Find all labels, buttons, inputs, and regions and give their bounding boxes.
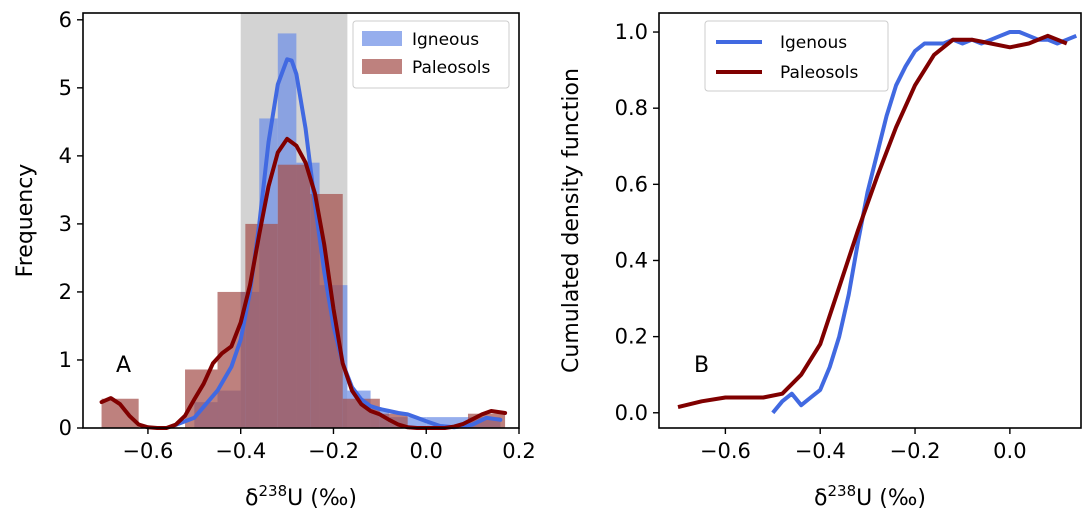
panel-b-y-axis-label: Cumulated density function (559, 68, 584, 373)
panel-b-legend-label-igenous: Igenous (780, 33, 847, 53)
panel-a-y-tick-label: 0 (59, 416, 72, 440)
panel-a-paleosol-bar (277, 164, 311, 428)
panel-b-x-axis-label-superscript: 238 (828, 482, 857, 500)
panel-b-paleosols-line (677, 33, 1068, 410)
panel-b-x-tick-label: −0.4 (795, 439, 846, 463)
panel-a: −0.6 −0.4 −0.2 0.0 0.2 0 1 2 3 4 5 6 A Frequency δ2… (13, 8, 536, 511)
panel-b-x-axis-label: δ238U (‰) (814, 482, 926, 511)
panel-b-axes: −0.6 −0.4 −0.2 0.0 0.0 0.2 0.4 0.6 0.8 1.0 (615, 12, 1082, 463)
panel-a-x-tick-label: −0.2 (308, 439, 359, 463)
panel-a-legend-swatch-paleosols (362, 59, 402, 74)
panel-a-y-tick-label: 2 (59, 280, 72, 304)
panel-a-y-tick-label: 6 (59, 8, 72, 32)
panel-b-label: B (694, 353, 709, 378)
panel-a-x-tick-label: 0.2 (502, 439, 535, 463)
panel-b-x-tick-label: −0.6 (700, 439, 751, 463)
panel-a-y-tick-label: 5 (59, 76, 72, 100)
panel-a-plot-area (99, 13, 508, 430)
panel-a-x-axis-label-suffix: U (‰) (287, 486, 357, 511)
panel-b-igenous-line (771, 30, 1078, 415)
panel-a-y-tick-label: 1 (59, 348, 72, 372)
panel-a-label: A (116, 353, 131, 378)
panel-b-frame (658, 12, 1082, 429)
panel-b-y-tick-label: 0.6 (615, 172, 648, 196)
panel-a-paleosol-bar (310, 193, 343, 428)
panel-a-x-tick-label: 0.0 (410, 439, 443, 463)
panel-b-y-tick-label: 0.4 (615, 248, 648, 272)
panel-a-legend: Igneous Paleosols (352, 20, 510, 89)
panel-b-plot-area (677, 30, 1078, 415)
panel-a-x-tick-label: −0.4 (215, 439, 266, 463)
panel-a-x-tick-label: −0.6 (122, 439, 173, 463)
panel-a-y-axis-label: Frequency (13, 164, 38, 278)
panel-a-legend-swatch-igneous (362, 31, 402, 46)
panel-b-x-axis-label-prefix: δ (814, 486, 827, 511)
panel-b-y-tick-label: 0.2 (615, 325, 648, 349)
panel-a-legend-label-paleosols: Paleosols (412, 58, 490, 78)
panel-b-y-tick-label: 0.8 (615, 96, 648, 120)
panel-b-x-tick-label: −0.2 (890, 439, 941, 463)
panel-b-x-tick-label: 0.0 (993, 439, 1026, 463)
panel-a-x-axis-label: δ238U (‰) (245, 482, 357, 511)
panel-a-x-axis-label-prefix: δ (245, 486, 258, 511)
panel-b-legend-label-paleosols: Paleosols (780, 63, 858, 83)
panel-b: −0.6 −0.4 −0.2 0.0 0.0 0.2 0.4 0.6 0.8 1.0 B Cumu… (559, 12, 1082, 511)
panel-a-x-axis-label-superscript: 238 (259, 482, 288, 500)
panel-a-paleosol-bar (245, 223, 278, 428)
panel-b-y-tick-label: 0.0 (615, 401, 648, 425)
panel-a-axes: −0.6 −0.4 −0.2 0.0 0.2 0 1 2 3 4 5 6 (59, 8, 536, 463)
panel-b-y-tick-label: 1.0 (615, 20, 648, 44)
panel-a-legend-label-igneous: Igneous (412, 30, 479, 50)
panel-a-y-tick-label: 3 (59, 212, 72, 236)
panel-a-frame (82, 12, 520, 429)
panel-a-y-tick-label: 4 (59, 144, 72, 168)
panel-b-legend: Igenous Paleosols (704, 20, 889, 92)
panel-b-x-axis-label-suffix: U (‰) (856, 486, 926, 511)
